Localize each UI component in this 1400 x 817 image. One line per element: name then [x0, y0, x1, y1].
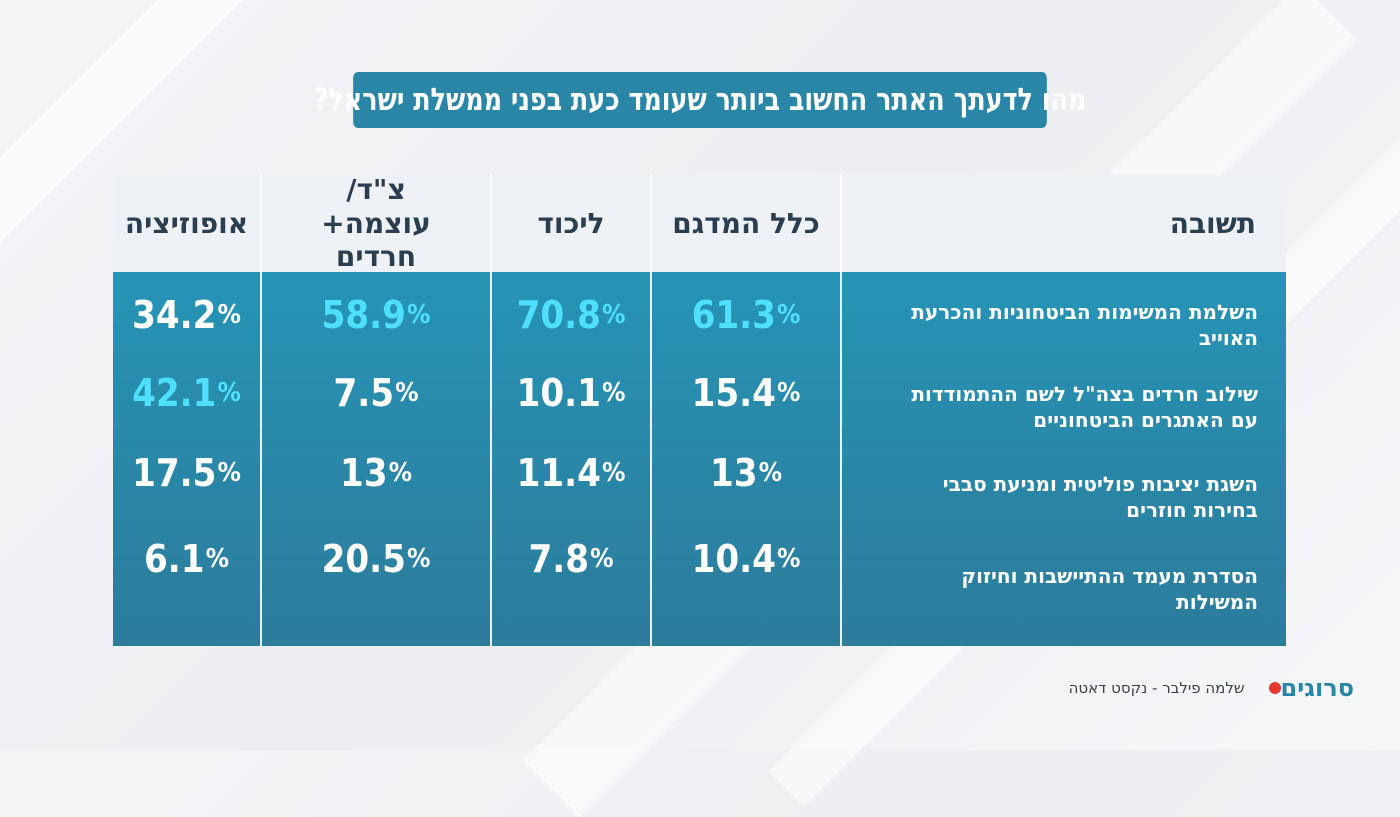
title-bar: מהו לדעתך האתר החשוב ביותר שעומד כעת בפנ…	[314, 72, 1086, 128]
percent-sign: %	[406, 300, 431, 330]
value-cell-likud: 10.1%	[492, 368, 650, 418]
header-likud: ליכוד	[492, 175, 650, 272]
value-number: 17.5	[132, 451, 217, 495]
results-table: אופוזיציה צ"ד/ עוצמה+ חרדים ליכוד כלל המ…	[113, 173, 1286, 646]
value-cell-sample: 15.4%	[652, 368, 840, 418]
header-coalition-label: צ"ד/ עוצמה+ חרדים	[321, 173, 431, 274]
percent-sign: %	[217, 300, 241, 330]
percent-sign: %	[776, 544, 801, 574]
percent-sign: %	[601, 300, 626, 330]
header-row	[113, 175, 1286, 272]
value-number: 7.8	[528, 537, 590, 581]
value-cell-coalition: 7.5%	[262, 368, 490, 418]
header-likud-label: ליכוד	[537, 206, 605, 240]
value-number: 7.5	[333, 371, 395, 415]
value-cell-opposition: 17.5%	[113, 448, 260, 498]
percent-sign: %	[601, 378, 626, 408]
brand-logo-text: סרוגים	[1280, 674, 1355, 702]
column-divider	[260, 175, 262, 646]
header-answer: תשובה	[842, 175, 1256, 272]
percent-sign: %	[217, 378, 241, 408]
answer-text: הסדרת מעמד ההתיישבות וחיזוק המשילות	[961, 564, 1258, 614]
percent-sign: %	[388, 458, 412, 488]
column-divider	[650, 175, 652, 646]
logo-dot-icon	[1268, 682, 1281, 694]
value-number: 13	[339, 451, 388, 495]
column-divider	[840, 175, 842, 646]
header-opposition: אופוזיציה	[113, 175, 260, 272]
value-number: 15.4	[691, 371, 776, 415]
footer: סרוגים שלמה פילבר - נקסט דאטה	[1069, 672, 1354, 704]
column-divider	[490, 175, 492, 646]
header-opposition-label: אופוזיציה	[124, 206, 249, 240]
value-number: 10.1	[516, 371, 601, 415]
header-sample-label: כלל המדגם	[672, 206, 820, 240]
value-number: 42.1	[132, 371, 217, 415]
value-number: 10.4	[691, 537, 776, 581]
percent-sign: %	[205, 544, 229, 574]
value-cell-sample: 61.3%	[652, 290, 840, 340]
percent-sign: %	[776, 300, 801, 330]
value-number: 20.5	[321, 537, 406, 581]
answer-text: השלמת המשימות הביטחוניות והכרעת האוייב	[911, 300, 1258, 350]
value-cell-sample: 13%	[652, 448, 840, 498]
percent-sign: %	[776, 378, 801, 408]
value-cell-opposition: 42.1%	[113, 368, 260, 418]
percent-sign: %	[395, 378, 419, 408]
value-number: 6.1	[144, 537, 205, 581]
value-cell-coalition: 58.9%	[262, 290, 490, 340]
value-number: 61.3	[691, 293, 776, 337]
value-number: 13	[709, 451, 758, 495]
value-cell-likud: 11.4%	[492, 448, 650, 498]
value-cell-opposition: 34.2%	[113, 290, 260, 340]
percent-sign: %	[758, 458, 782, 488]
percent-sign: %	[406, 544, 431, 574]
value-cell-opposition: 6.1%	[113, 534, 260, 584]
percent-sign: %	[217, 458, 241, 488]
chart-title: מהו לדעתך האתר החשוב ביותר שעומד כעת בפנ…	[313, 82, 1087, 118]
header-sample: כלל המדגם	[652, 175, 840, 272]
value-cell-sample: 10.4%	[652, 534, 840, 584]
value-number: 34.2	[132, 293, 217, 337]
answer-text: השגת יציבות פוליטית ומניעת סבבי בחירות ח…	[942, 472, 1258, 522]
value-cell-likud: 70.8%	[492, 290, 650, 340]
value-cell-coalition: 13%	[262, 448, 490, 498]
value-cell-likud: 7.8%	[492, 534, 650, 584]
value-number: 70.8	[516, 293, 601, 337]
value-number: 11.4	[516, 451, 601, 495]
table-body	[113, 272, 1286, 646]
header-coalition: צ"ד/ עוצמה+ חרדים	[262, 173, 490, 274]
brand-logo: סרוגים	[1265, 674, 1355, 702]
value-cell-coalition: 20.5%	[262, 534, 490, 584]
percent-sign: %	[601, 458, 626, 488]
percent-sign: %	[590, 544, 614, 574]
answer-text: שילוב חרדים בצה"ל לשם ההתמודדות עם האתגר…	[911, 382, 1258, 432]
header-answer-label: תשובה	[1169, 206, 1256, 240]
source-credit: שלמה פילבר - נקסט דאטה	[1068, 679, 1245, 697]
value-number: 58.9	[321, 293, 406, 337]
